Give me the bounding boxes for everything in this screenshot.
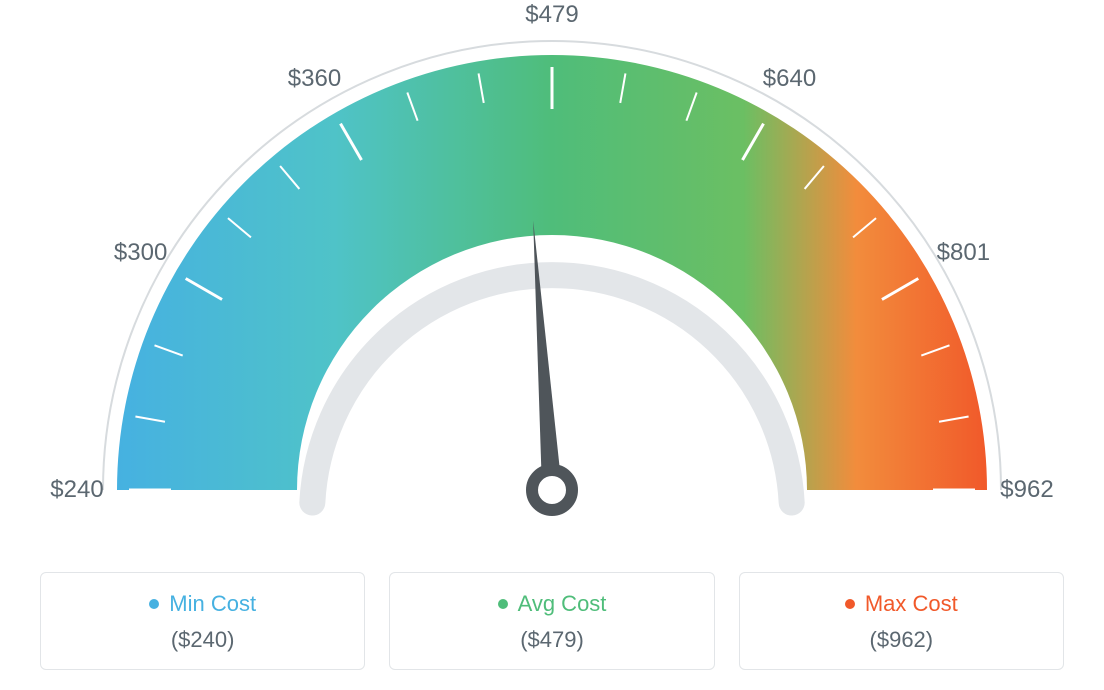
legend-label-min: Min Cost — [169, 591, 256, 617]
legend-value-min: ($240) — [51, 627, 354, 653]
gauge-svg — [0, 0, 1104, 560]
legend-title-min: Min Cost — [149, 591, 256, 617]
legend-title-avg: Avg Cost — [498, 591, 607, 617]
legend-card-min: Min Cost ($240) — [40, 572, 365, 670]
gauge-tick-label: $801 — [937, 239, 990, 267]
gauge-tick-label: $300 — [114, 239, 167, 267]
gauge-tick-label: $360 — [288, 65, 341, 93]
legend-value-avg: ($479) — [400, 627, 703, 653]
legend-dot-max — [845, 599, 855, 609]
legend-dot-avg — [498, 599, 508, 609]
gauge-tick-label: $240 — [50, 476, 103, 504]
legend-card-avg: Avg Cost ($479) — [389, 572, 714, 670]
legend-card-max: Max Cost ($962) — [739, 572, 1064, 670]
legend-label-avg: Avg Cost — [518, 591, 607, 617]
gauge-tick-label: $479 — [525, 1, 578, 29]
legend-dot-min — [149, 599, 159, 609]
legend-row: Min Cost ($240) Avg Cost ($479) Max Cost… — [40, 572, 1064, 670]
legend-title-max: Max Cost — [845, 591, 958, 617]
cost-gauge-chart: $240 $300 $360 $479 $640 $801 $962 — [0, 0, 1104, 560]
gauge-tick-label: $640 — [763, 65, 816, 93]
gauge-tick-label: $962 — [1000, 476, 1053, 504]
legend-value-max: ($962) — [750, 627, 1053, 653]
legend-label-max: Max Cost — [865, 591, 958, 617]
